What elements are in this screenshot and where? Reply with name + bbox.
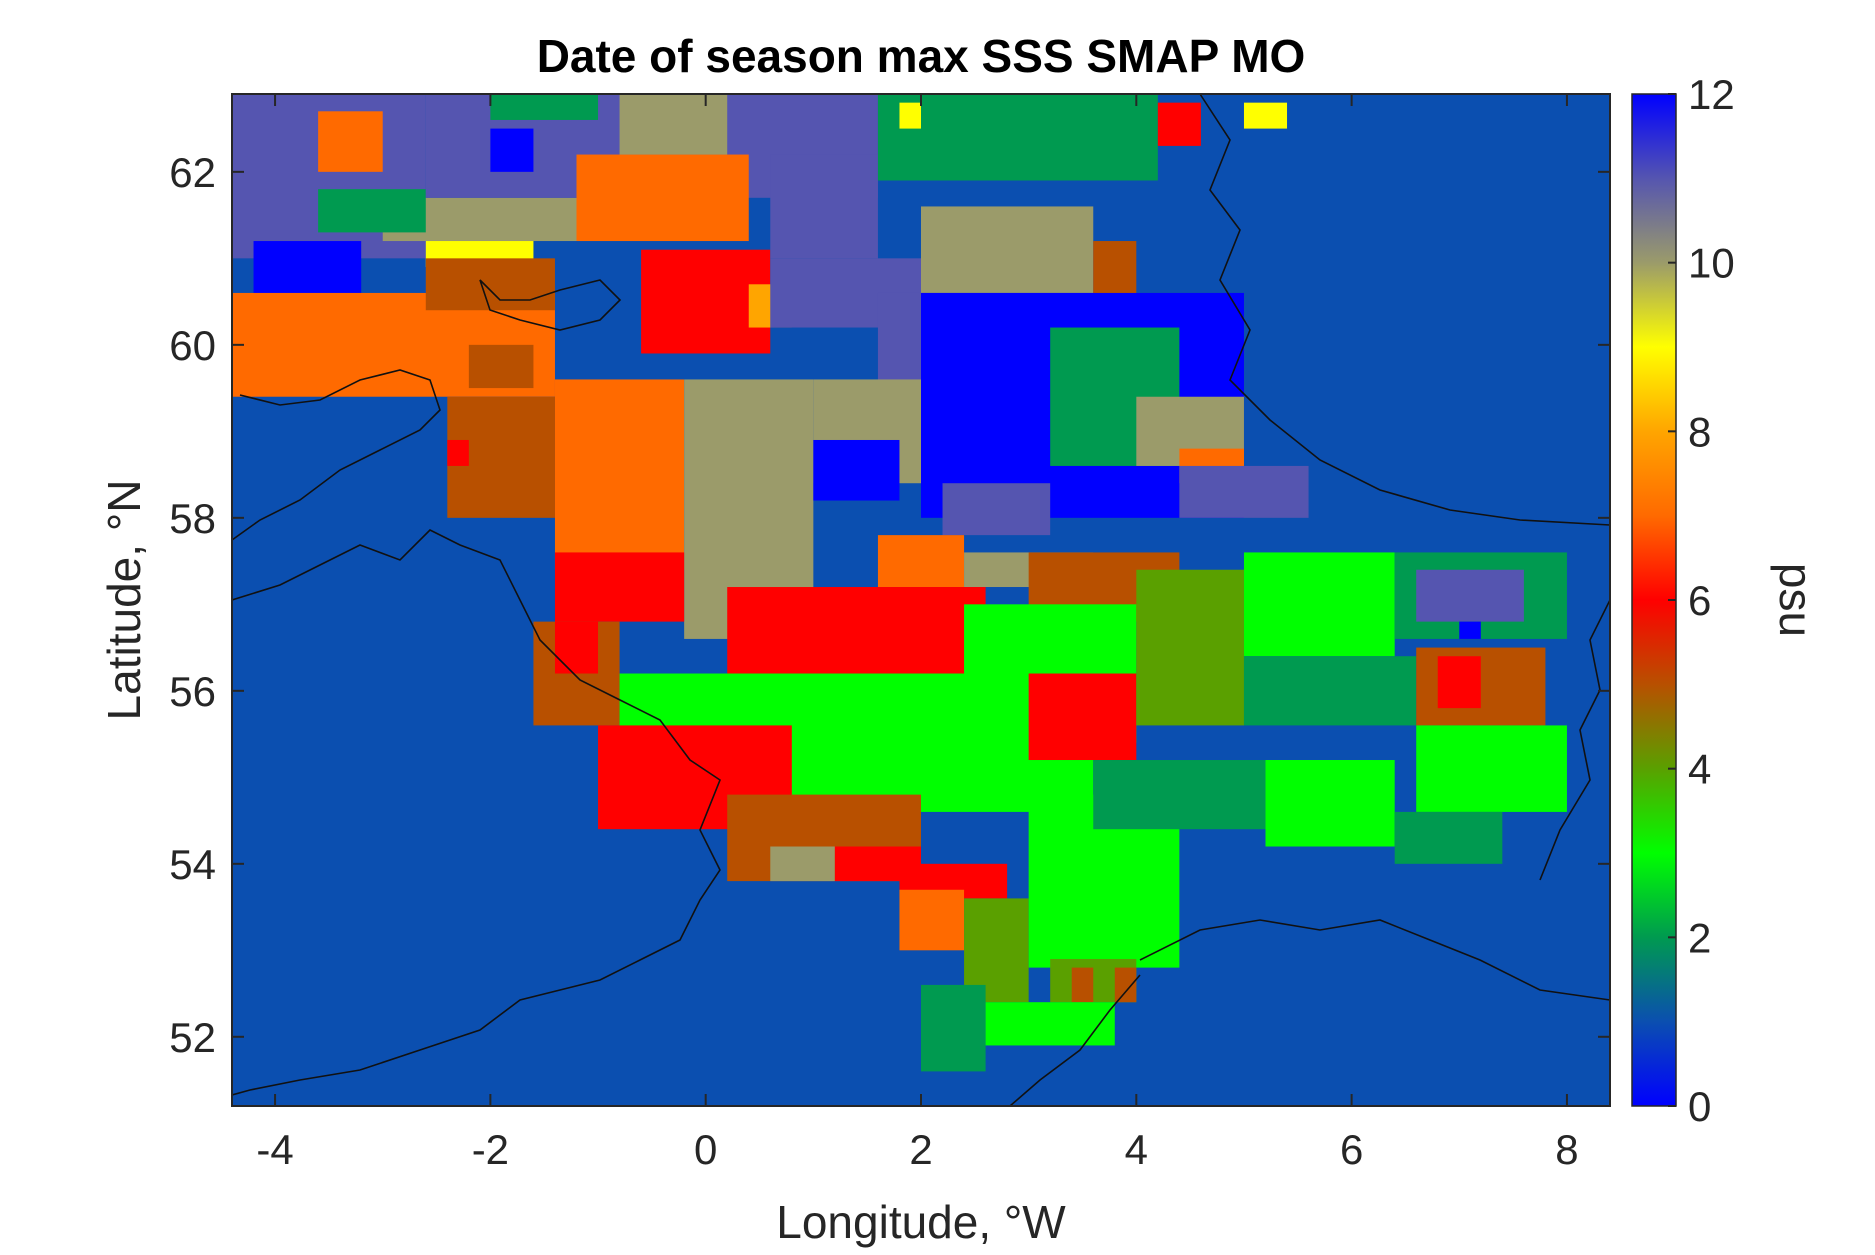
colorbar-tick-label: 4 <box>1688 746 1711 793</box>
x-tick-label: 6 <box>1340 1126 1363 1173</box>
heatmap-cell-58 <box>1114 967 1137 1003</box>
heatmap-cell-57 <box>1071 967 1094 1003</box>
coastline-belgium <box>1009 974 1141 1106</box>
x-tick-label: 0 <box>694 1126 717 1173</box>
colorbar: 0 2 4 6 8 10 12 psu <box>1631 71 1822 1130</box>
heatmap-cell-44 <box>727 587 986 674</box>
y-axis-label: Latitude, °N <box>98 480 150 721</box>
heatmap-cell-23 <box>921 206 1094 293</box>
heatmap-cell-65 <box>1265 760 1395 847</box>
heatmap-cell-28 <box>554 379 685 570</box>
heatmap-cell-21 <box>899 102 921 129</box>
heatmap-cell-27 <box>447 439 469 466</box>
heatmap-cell-71 <box>1416 725 1567 812</box>
heatmap-cell-37 <box>1179 465 1309 518</box>
heatmap-cell-72 <box>1394 811 1503 864</box>
heatmap-cell-47 <box>1028 673 1137 761</box>
colorbar-tick-label: 6 <box>1688 577 1711 624</box>
heatmap-cell-17 <box>770 154 878 259</box>
heatmap-cell-63 <box>1243 552 1395 657</box>
heatmap-cell-20 <box>1243 102 1288 129</box>
y-tick-label: 56 <box>169 668 216 715</box>
heatmap-cell-9 <box>490 128 534 172</box>
heatmap-cell-7 <box>318 189 426 233</box>
x-tick-label: 4 <box>1125 1126 1148 1173</box>
heatmap-cell-50 <box>770 846 835 882</box>
coastline-netherlands <box>1139 919 1610 1001</box>
y-tick-label: 60 <box>169 322 216 369</box>
x-tick-label: -2 <box>472 1126 509 1173</box>
coastline-norway <box>1199 94 1610 526</box>
coastlines <box>232 94 1610 1106</box>
x-axis-ticks: -4 -2 0 2 4 6 8 <box>256 94 1579 1173</box>
heatmap-cell-43 <box>554 621 599 674</box>
heatmap-cell-60 <box>985 1002 1115 1046</box>
colorbar-ticks: 0 2 4 6 8 10 12 <box>1668 71 1735 1130</box>
heatmap-cell-61 <box>1136 569 1244 726</box>
heatmap-cell-64 <box>1243 656 1417 726</box>
colorbar-tick-label: 2 <box>1688 914 1711 961</box>
y-tick-label: 62 <box>169 149 216 196</box>
heatmap-cell-12 <box>619 94 728 155</box>
heatmap-cell-13 <box>425 258 555 311</box>
x-tick-label: 2 <box>909 1126 932 1173</box>
heatmap-cell-68 <box>1459 621 1481 639</box>
coastline-denmark <box>1539 599 1610 881</box>
x-tick-label: -4 <box>256 1126 293 1173</box>
heatmap-cell-19 <box>1157 102 1201 146</box>
heatmap-cell-67 <box>1416 569 1524 622</box>
heatmap-cell-70 <box>1437 656 1481 709</box>
colorbar-tick-label: 12 <box>1688 71 1735 118</box>
heatmap-cell-11 <box>490 94 599 120</box>
y-axis-ticks: 52 54 56 58 60 62 <box>169 149 1610 1061</box>
heatmap-cell-38 <box>877 535 965 588</box>
coastline-scotland-east <box>232 369 441 541</box>
heatmap-cell-33 <box>942 483 1051 536</box>
y-tick-label: 58 <box>169 495 216 542</box>
heatmap-cell-14 <box>468 344 534 389</box>
colorbar-label: psu <box>1770 563 1822 637</box>
y-tick-label: 52 <box>169 1014 216 1061</box>
heatmap-cell-59 <box>921 984 986 1072</box>
y-tick-label: 54 <box>169 841 216 888</box>
colorbar-tick-label: 8 <box>1688 408 1711 455</box>
heatmap-cell-18 <box>877 94 1158 181</box>
heatmap-cell-10 <box>576 154 749 242</box>
heatmap-cell-41 <box>554 552 685 622</box>
heatmap-cell-53 <box>899 889 965 951</box>
coastline-northern-isles <box>479 279 622 331</box>
coastline-great-britain <box>232 529 721 1096</box>
heatmap-cell-1 <box>318 111 383 172</box>
heatmap-cell-31 <box>813 439 900 501</box>
x-axis-label: Longitude, °W <box>776 1196 1066 1248</box>
colorbar-tick-label: 10 <box>1688 240 1735 287</box>
plot-area <box>231 93 1611 1107</box>
x-tick-label: 8 <box>1555 1126 1578 1173</box>
heatmap-cells <box>232 94 1567 1072</box>
colorbar-tick-label: 0 <box>1688 1083 1711 1130</box>
chart-title: Date of season max SSS SMAP MO <box>537 30 1306 82</box>
